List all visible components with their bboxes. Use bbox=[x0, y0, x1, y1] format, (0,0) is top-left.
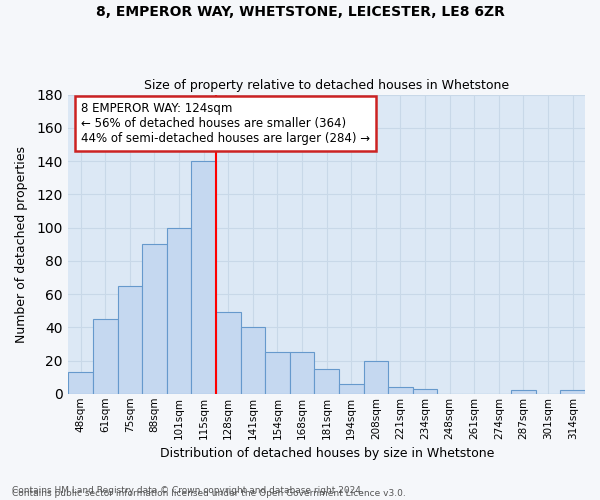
Bar bbox=[167, 228, 191, 394]
Y-axis label: Number of detached properties: Number of detached properties bbox=[15, 146, 28, 342]
Bar bbox=[511, 390, 536, 394]
Bar bbox=[216, 312, 241, 394]
Bar bbox=[388, 387, 413, 394]
Text: 8, EMPEROR WAY, WHETSTONE, LEICESTER, LE8 6ZR: 8, EMPEROR WAY, WHETSTONE, LEICESTER, LE… bbox=[95, 5, 505, 19]
Bar bbox=[560, 390, 585, 394]
Bar bbox=[339, 384, 364, 394]
Bar bbox=[118, 286, 142, 394]
Bar bbox=[364, 360, 388, 394]
Bar bbox=[314, 369, 339, 394]
Bar bbox=[191, 161, 216, 394]
Bar bbox=[413, 389, 437, 394]
Bar bbox=[142, 244, 167, 394]
Bar bbox=[265, 352, 290, 394]
Text: Contains HM Land Registry data © Crown copyright and database right 2024.: Contains HM Land Registry data © Crown c… bbox=[12, 486, 364, 495]
Title: Size of property relative to detached houses in Whetstone: Size of property relative to detached ho… bbox=[144, 79, 509, 92]
Bar bbox=[241, 328, 265, 394]
X-axis label: Distribution of detached houses by size in Whetstone: Distribution of detached houses by size … bbox=[160, 447, 494, 460]
Text: Contains public sector information licensed under the Open Government Licence v3: Contains public sector information licen… bbox=[12, 490, 406, 498]
Text: 8 EMPEROR WAY: 124sqm
← 56% of detached houses are smaller (364)
44% of semi-det: 8 EMPEROR WAY: 124sqm ← 56% of detached … bbox=[82, 102, 370, 145]
Bar bbox=[68, 372, 93, 394]
Bar bbox=[93, 319, 118, 394]
Bar bbox=[290, 352, 314, 394]
